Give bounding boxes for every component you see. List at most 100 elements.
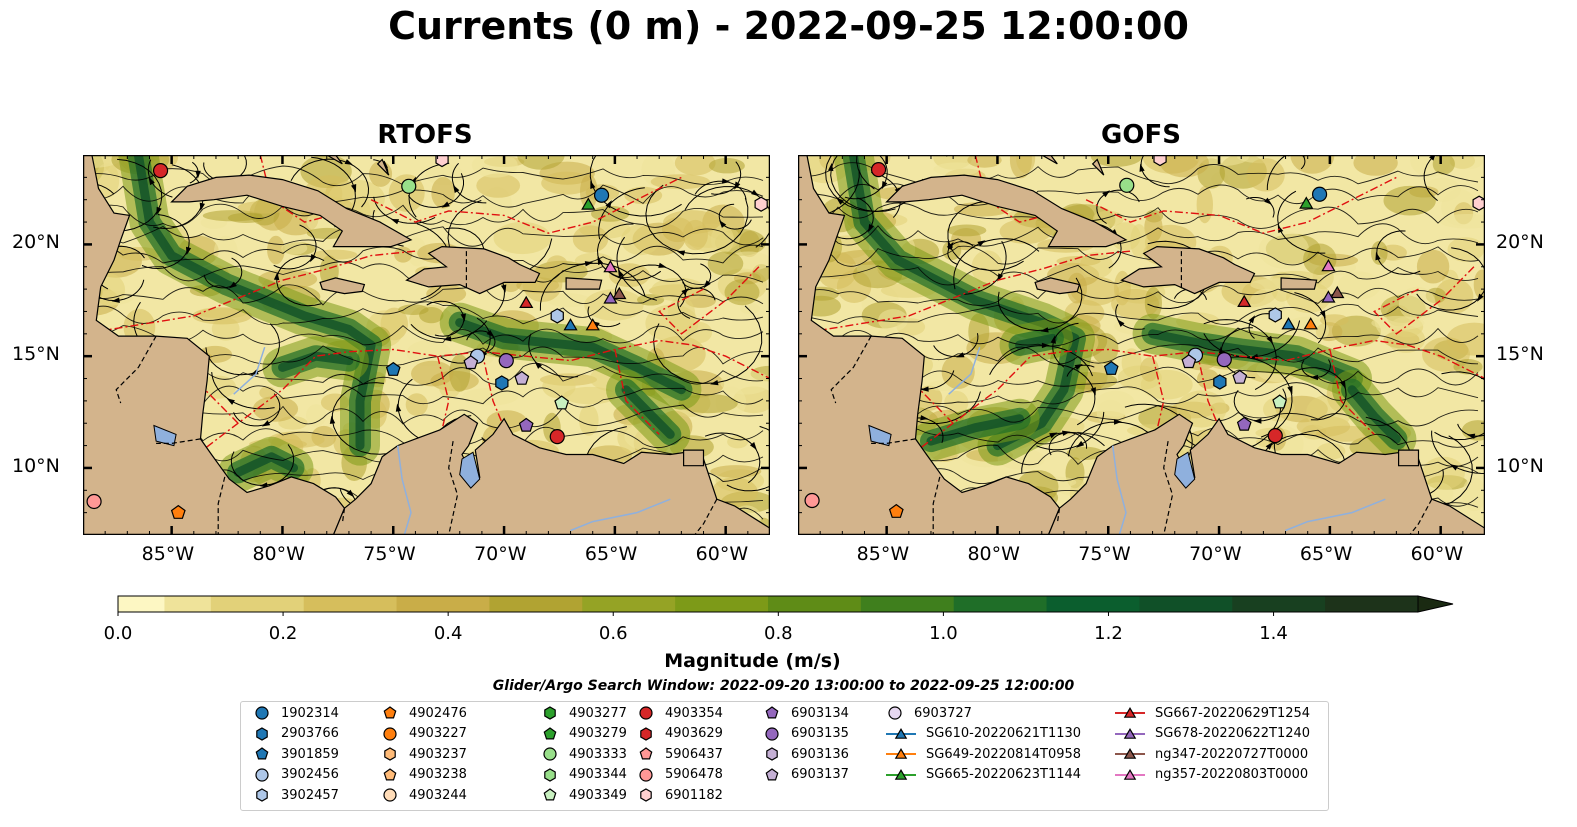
pentagon-marker-icon bbox=[639, 747, 653, 760]
strong-current-band bbox=[621, 385, 675, 439]
colorbar-tick-label: 0.2 bbox=[268, 623, 298, 644]
streamline-arrow bbox=[1113, 419, 1122, 425]
lat-tick-label: 20°N bbox=[12, 231, 60, 254]
streamline bbox=[83, 182, 115, 195]
country-border bbox=[830, 335, 872, 404]
streamline bbox=[1434, 371, 1485, 441]
legend-label: 1902314 bbox=[281, 705, 339, 721]
observation-marker bbox=[1303, 317, 1318, 330]
legend-item: 6903727 bbox=[886, 704, 972, 722]
pentagon-marker-icon bbox=[543, 726, 557, 739]
streamline-arrow bbox=[441, 201, 450, 208]
legend-item: ng357-20220803T0000 bbox=[1115, 766, 1308, 784]
land-mass bbox=[319, 277, 366, 295]
streamline-arrow bbox=[1375, 252, 1381, 261]
triangle-marker-icon bbox=[1115, 748, 1145, 759]
legend-label: 4903279 bbox=[569, 726, 627, 741]
circle-marker-icon bbox=[255, 767, 269, 782]
legend-item: 4903238 bbox=[381, 766, 467, 784]
observation-marker bbox=[1321, 258, 1336, 272]
eez-boundary-line bbox=[1196, 351, 1220, 428]
observation-marker bbox=[463, 355, 479, 370]
legend-item: 4902476 bbox=[381, 704, 467, 722]
legend-label: SG610-20220621T1130 bbox=[926, 726, 1082, 741]
streamline-arrow bbox=[1074, 364, 1083, 370]
streamline-arrow bbox=[228, 281, 237, 289]
streamline-arrow bbox=[486, 329, 495, 338]
pentagon-marker-icon bbox=[383, 767, 397, 780]
legend-item: 4903244 bbox=[381, 786, 467, 804]
land-mass bbox=[376, 158, 390, 176]
lon-tick-label: 60°W bbox=[695, 543, 749, 565]
country-border bbox=[217, 476, 226, 535]
streamline-arrow bbox=[920, 415, 929, 421]
streamline-arrow bbox=[1076, 440, 1085, 448]
colorbar-bin bbox=[860, 596, 955, 612]
legend-label: 3901859 bbox=[281, 746, 339, 762]
streamline-arrow bbox=[1248, 315, 1255, 324]
legend-item: 4903344 bbox=[541, 766, 627, 784]
legend-item: 4903277 bbox=[541, 704, 627, 722]
triangle-marker-icon bbox=[894, 768, 908, 780]
legend-label: 6901182 bbox=[665, 787, 723, 803]
gofs-map bbox=[798, 155, 1485, 535]
strong-current-band bbox=[278, 351, 354, 372]
land-mass bbox=[1040, 155, 1058, 165]
circle-marker-icon bbox=[639, 706, 653, 720]
observation-marker bbox=[804, 492, 820, 509]
observation-marker bbox=[612, 286, 627, 300]
streamline-arrow bbox=[1253, 418, 1262, 424]
hexagon-marker-icon bbox=[544, 767, 556, 782]
triangle-marker-icon bbox=[886, 748, 916, 759]
circle-marker-icon bbox=[383, 726, 397, 741]
river bbox=[1111, 445, 1127, 535]
streamline bbox=[83, 301, 764, 326]
legend-item: 4903333 bbox=[541, 745, 627, 763]
lon-tick-label: 85°W bbox=[856, 543, 910, 565]
colorbar-tick-label: 0.8 bbox=[763, 623, 793, 644]
streamline-arrow bbox=[836, 197, 844, 205]
legend-label: ng347-20220727T0000 bbox=[1155, 746, 1309, 762]
strong-current-band bbox=[133, 155, 376, 451]
streamline-arrow bbox=[584, 261, 594, 267]
legend-item: 6903137 bbox=[763, 766, 849, 784]
streamline-arrow bbox=[310, 254, 317, 263]
legend-label: 5906478 bbox=[665, 767, 723, 782]
colorbar-bin bbox=[396, 596, 490, 612]
lon-tick-label: 60°W bbox=[1410, 543, 1464, 565]
observation-marker bbox=[603, 291, 618, 304]
lat-tick-label: 10°N bbox=[1496, 454, 1544, 477]
hexagon-marker-icon bbox=[256, 788, 268, 802]
legend-label: 6903136 bbox=[791, 746, 849, 762]
hexagon-marker-icon bbox=[544, 706, 556, 720]
river bbox=[948, 346, 981, 395]
lon-tick-label: 75°W bbox=[363, 543, 416, 565]
legend-label: SG665-20220623T1144 bbox=[926, 767, 1082, 782]
colorbar-bin bbox=[489, 596, 583, 612]
triangle-marker-icon bbox=[1115, 727, 1145, 739]
streamline-arrow bbox=[273, 272, 280, 281]
lat-tick-label: 15°N bbox=[1496, 343, 1544, 366]
legend-label: 6903135 bbox=[791, 726, 849, 741]
gofs-panel-title: GOFS bbox=[1101, 120, 1181, 150]
country-border bbox=[1056, 508, 1061, 524]
streamline-arrow bbox=[946, 241, 954, 250]
observation-marker bbox=[498, 353, 514, 369]
hexagon-marker-icon bbox=[766, 747, 778, 761]
legend-label: 4903238 bbox=[409, 767, 467, 782]
observation-marker bbox=[1236, 416, 1252, 431]
streamline bbox=[83, 203, 764, 228]
streamline-arrow bbox=[443, 336, 452, 342]
streamline-arrow bbox=[881, 181, 888, 190]
lon-tick-label: 80°W bbox=[967, 543, 1020, 565]
legend-item: 3902457 bbox=[253, 786, 339, 804]
colorbar-tick-label: 0.0 bbox=[103, 623, 133, 644]
legend-item: SG665-20220623T1144 bbox=[886, 766, 1081, 784]
colorbar-bin bbox=[1046, 596, 1140, 612]
streamline-arrow bbox=[1062, 430, 1071, 436]
legend-item: 6903136 bbox=[763, 745, 849, 763]
country-border bbox=[694, 498, 718, 535]
colorbar-extend-arrow bbox=[1417, 595, 1454, 613]
streamline-arrow bbox=[156, 206, 162, 216]
streamline-arrow bbox=[453, 184, 460, 193]
